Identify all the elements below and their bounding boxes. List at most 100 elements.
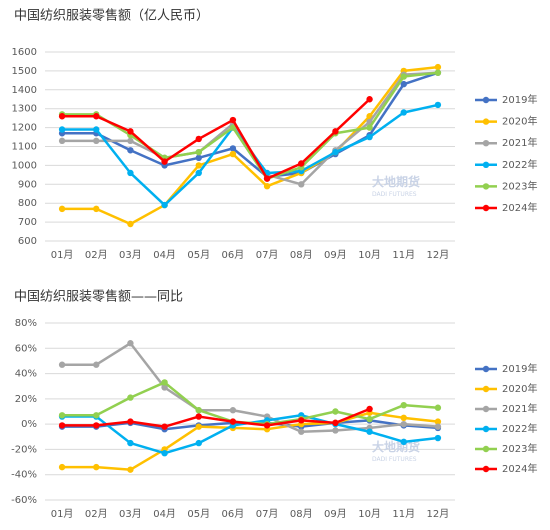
data-point	[93, 422, 100, 429]
data-point	[400, 73, 407, 80]
data-point	[58, 463, 66, 471]
data-point	[434, 404, 442, 411]
data-point	[229, 116, 237, 124]
data-point	[332, 128, 339, 135]
x-tick-label: 10月	[358, 508, 381, 520]
x-tick-label: 08月	[290, 508, 313, 520]
data-point	[161, 379, 168, 386]
data-point	[434, 101, 442, 109]
data-point	[332, 419, 339, 427]
data-point	[127, 340, 134, 347]
data-point	[434, 63, 442, 71]
data-point	[93, 113, 100, 120]
x-tick-label: 01月	[51, 508, 74, 520]
series-line	[62, 411, 439, 471]
data-point	[127, 147, 134, 154]
data-point	[127, 169, 134, 177]
x-tick-label: 11月	[392, 508, 415, 520]
data-point	[127, 137, 134, 145]
y-tick-label: 1500	[12, 66, 37, 77]
data-point	[400, 414, 407, 422]
y-tick-label: 1400	[12, 85, 37, 96]
data-point	[93, 137, 100, 145]
legend-marker	[482, 365, 490, 373]
y-tick-label: 900	[18, 179, 37, 190]
data-point	[58, 205, 66, 213]
data-point	[332, 427, 339, 434]
data-point	[400, 80, 407, 88]
legend-marker	[482, 465, 490, 473]
legend-label: 2021年	[502, 402, 537, 415]
data-point	[58, 137, 66, 145]
legend-label: 2022年	[502, 158, 537, 171]
x-tick-label: 05月	[187, 249, 210, 261]
data-point	[332, 408, 339, 415]
data-point	[263, 182, 271, 190]
x-tick-label: 02月	[85, 508, 108, 520]
x-tick-label: 03月	[119, 508, 142, 520]
data-point	[229, 150, 237, 158]
data-point	[195, 162, 202, 169]
data-point	[93, 412, 100, 419]
data-point	[366, 133, 373, 141]
y-tick-label: 80%	[15, 318, 37, 329]
x-tick-label: 07月	[256, 508, 279, 520]
x-tick-label: 01月	[51, 249, 74, 261]
x-tick-label: 06月	[222, 508, 245, 520]
data-point	[434, 423, 442, 430]
data-point	[298, 428, 305, 435]
y-tick-label: 1200	[12, 123, 37, 134]
y-tick-label: 600	[18, 236, 37, 247]
data-point	[366, 415, 373, 423]
watermark: DADI FUTURES	[372, 456, 417, 463]
legend-marker	[482, 118, 490, 125]
data-point	[229, 418, 237, 425]
data-point	[161, 201, 168, 209]
data-point	[58, 361, 66, 368]
x-tick-label: 04月	[153, 249, 176, 261]
x-tick-label: 07月	[256, 249, 279, 261]
x-tick-label: 02月	[85, 249, 108, 261]
data-point	[263, 422, 271, 429]
data-point	[229, 124, 237, 131]
data-point	[298, 160, 305, 167]
legend-marker	[482, 405, 490, 413]
y-tick-label: -60%	[11, 495, 37, 506]
data-point	[366, 405, 373, 413]
legend-marker	[482, 385, 490, 393]
x-tick-label: 11月	[392, 249, 415, 261]
legend-label: 2020年	[502, 115, 537, 128]
data-point	[298, 181, 305, 188]
legend-label: 2019年	[502, 93, 537, 106]
data-point	[366, 124, 373, 131]
chart-title: 中国纺织服装零售额（亿人民币）	[14, 8, 209, 24]
data-point	[127, 394, 134, 401]
x-tick-label: 10月	[358, 249, 381, 261]
y-tick-label: 20%	[15, 394, 37, 405]
series-line	[62, 407, 371, 428]
series-line	[62, 341, 439, 433]
legend-label: 2024年	[502, 201, 537, 214]
data-point	[400, 401, 407, 409]
data-point	[298, 417, 305, 424]
data-point	[434, 418, 442, 425]
data-point	[195, 169, 202, 177]
data-point	[127, 466, 134, 473]
data-point	[127, 128, 134, 135]
y-tick-label: 1000	[12, 160, 37, 171]
series-line	[62, 98, 371, 180]
data-point	[58, 422, 66, 429]
x-tick-label: 06月	[222, 249, 245, 261]
x-tick-label: 08月	[290, 249, 313, 261]
legend-label: 2023年	[502, 442, 537, 455]
data-point	[400, 438, 407, 446]
legend-marker	[482, 445, 490, 453]
data-point	[161, 423, 168, 430]
data-point	[400, 109, 407, 116]
y-tick-label: 1300	[12, 104, 37, 115]
data-point	[332, 148, 339, 156]
data-point	[195, 439, 202, 447]
data-point	[434, 434, 442, 442]
x-tick-label: 04月	[153, 508, 176, 520]
